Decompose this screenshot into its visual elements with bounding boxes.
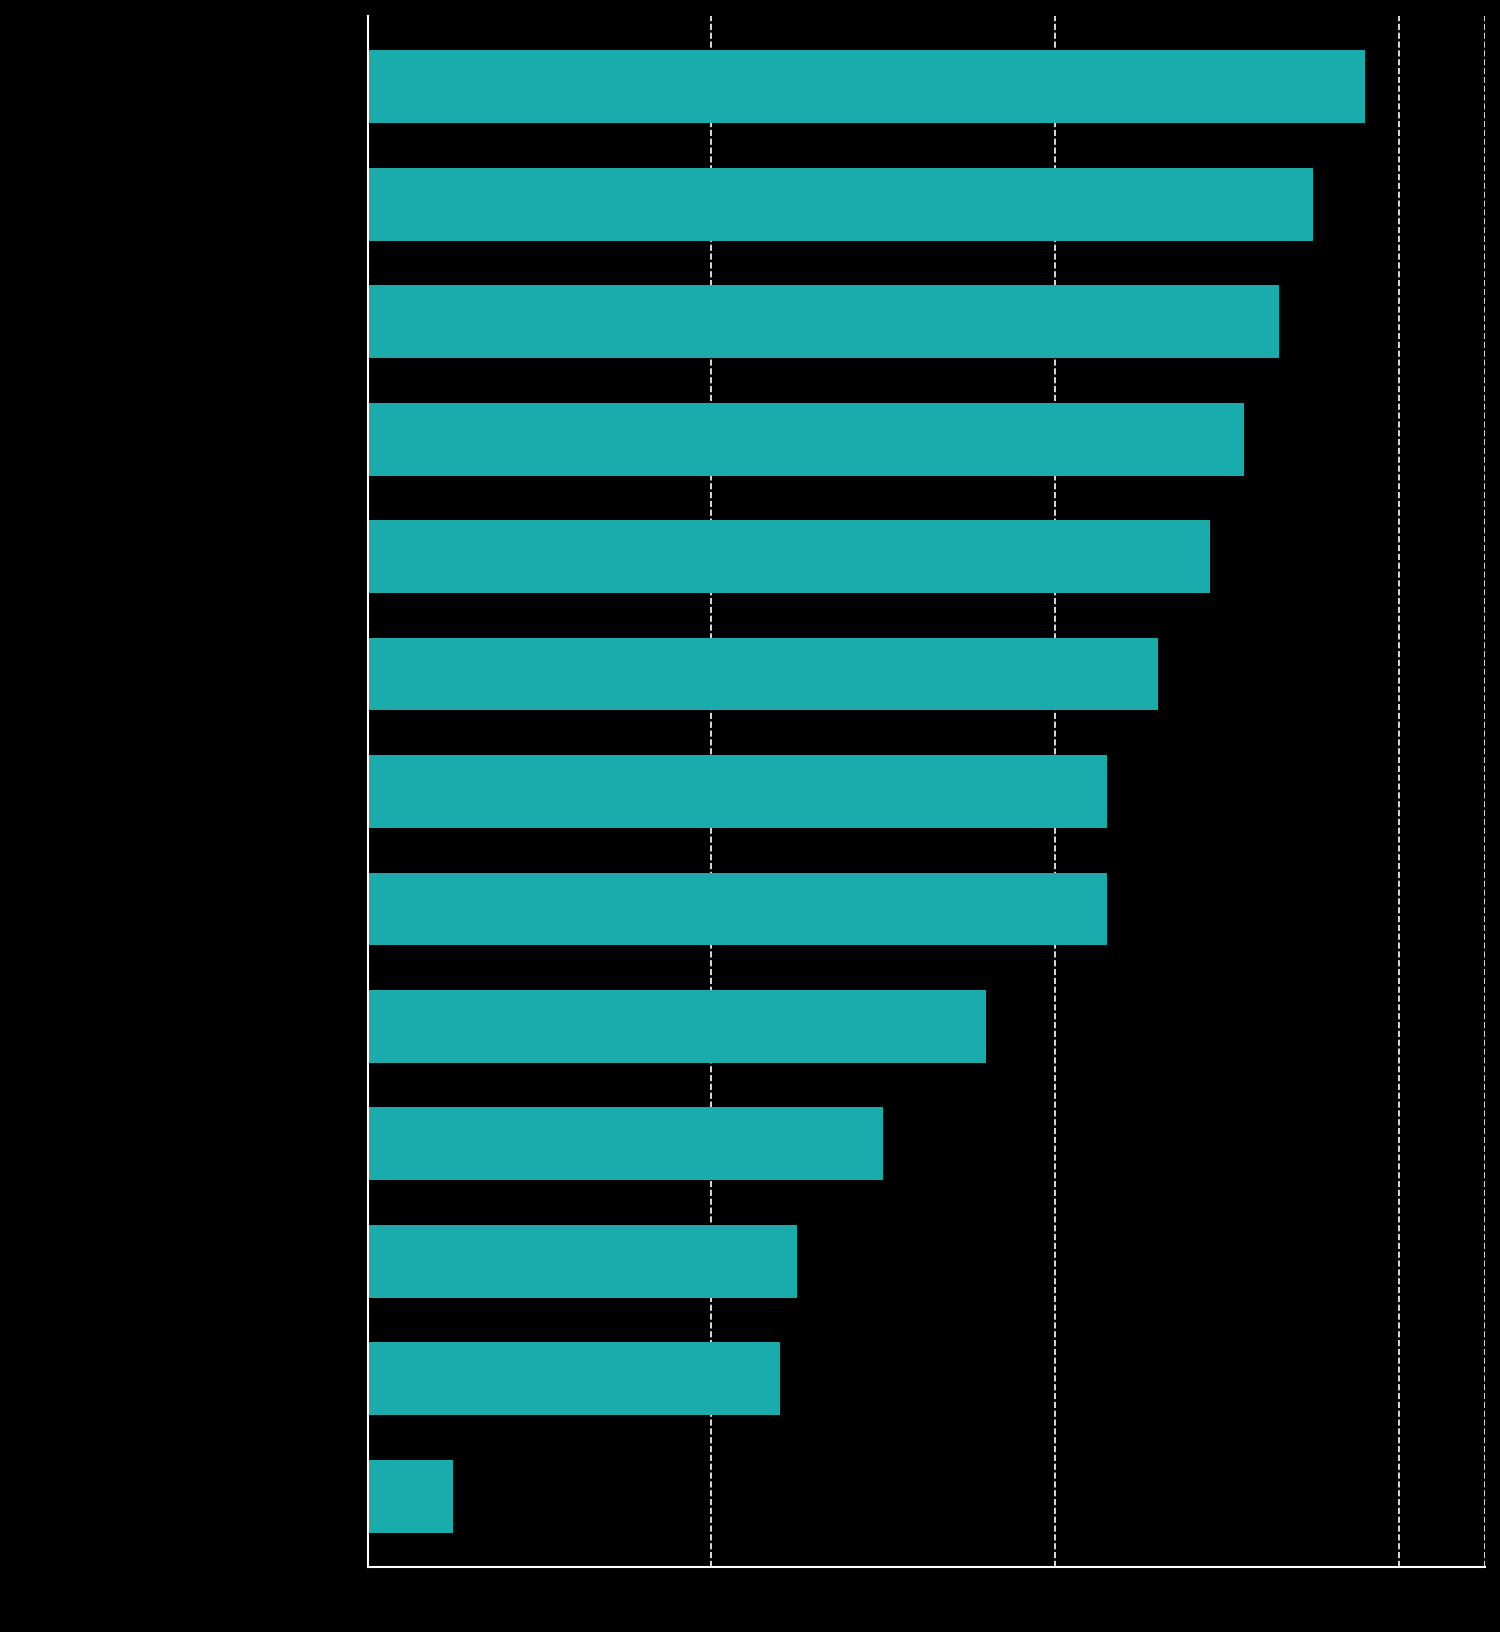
Bar xyxy=(368,991,987,1062)
Bar xyxy=(368,1108,884,1180)
Bar xyxy=(368,403,1245,475)
Bar xyxy=(368,51,1365,122)
Bar xyxy=(368,873,1107,945)
Bar xyxy=(368,756,1107,827)
Bar xyxy=(368,1343,780,1415)
Bar xyxy=(368,521,1210,592)
Bar xyxy=(368,638,1158,710)
Bar xyxy=(368,168,1312,240)
Bar xyxy=(368,1461,453,1532)
Bar xyxy=(368,1226,798,1297)
Bar xyxy=(368,286,1278,357)
